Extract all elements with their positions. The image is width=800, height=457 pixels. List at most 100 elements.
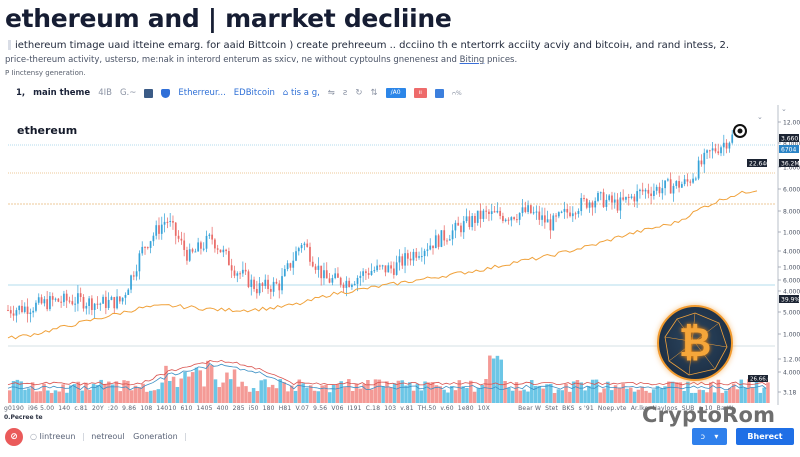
candle-body	[725, 142, 728, 149]
volume-bar	[171, 376, 176, 403]
save-icon[interactable]	[434, 88, 444, 98]
candle-body	[297, 248, 300, 252]
volume-bar	[674, 382, 679, 403]
bitcoin-link[interactable]: EDBitcoin	[233, 88, 275, 98]
volume-bar	[575, 380, 580, 403]
candle-body	[194, 251, 197, 253]
candle-body	[127, 289, 130, 295]
volume-bar	[347, 379, 351, 403]
candle-body	[306, 243, 309, 247]
volume-bar	[438, 386, 443, 403]
candle-body	[404, 253, 406, 266]
subtitle-line-3: P Iinctensy generation.	[5, 69, 86, 77]
candle-body	[225, 249, 227, 252]
volume-bar	[99, 379, 103, 403]
candle-body	[650, 193, 653, 196]
candle-body	[535, 211, 538, 213]
price-chart[interactable]: 12.000 8.000 1.000 6.000 8.000 1.0000 4.000 1.0…	[0, 105, 800, 405]
candle-body	[703, 152, 706, 165]
biting-link[interactable]: Biting	[459, 55, 485, 65]
price-tag-3: 36.2M	[779, 159, 800, 168]
volume-bar	[762, 387, 766, 403]
chip-blue[interactable]: /A0	[385, 88, 406, 98]
volume-bar	[529, 380, 534, 403]
dropdown-label: ↄ	[700, 432, 706, 441]
candle-body	[423, 250, 426, 257]
app-logo-icon[interactable]: ⊘	[5, 428, 23, 446]
x-tick-label: 20Y	[91, 405, 104, 412]
candle-body	[172, 221, 174, 223]
volume-bar	[213, 379, 218, 403]
candle-body	[504, 219, 507, 222]
replay-icon[interactable]: ↻	[355, 88, 363, 98]
candle-body	[636, 191, 639, 202]
volume-bar	[122, 380, 126, 403]
candle-body	[728, 142, 731, 149]
alert-icon[interactable]: ƨ	[342, 88, 348, 98]
price-tag-pct: 39.9%	[779, 295, 800, 304]
polygon-mesh-icon	[664, 312, 728, 376]
candle-body	[451, 230, 454, 240]
candle-body	[454, 222, 457, 231]
x-tick-label: Nayloos	[652, 405, 678, 412]
shield-icon[interactable]	[161, 88, 171, 98]
candle-body	[608, 195, 611, 200]
dropdown-button[interactable]: ↄ ▾	[692, 428, 727, 445]
volume-bar	[8, 390, 12, 403]
extra-link[interactable]: ⌂ tis a g,	[282, 88, 320, 98]
volume-bar	[209, 365, 214, 403]
chart-type-icon[interactable]	[144, 88, 154, 98]
volume-bar	[34, 391, 39, 403]
candle-body	[365, 271, 367, 274]
g-selector[interactable]: G.~	[119, 88, 137, 98]
action-button[interactable]: Bherect	[736, 428, 794, 445]
candle-body	[518, 212, 521, 220]
candle-body	[121, 297, 124, 302]
breadcrumb-item-1[interactable]: Iintreeun	[39, 432, 76, 441]
volume-bar	[423, 381, 427, 403]
price-tag-3-text: 36.2M	[781, 161, 800, 168]
candle-body	[186, 249, 188, 261]
candle-body	[692, 178, 694, 183]
chip-red[interactable]: ıı	[413, 88, 427, 98]
volume-bar	[568, 391, 572, 403]
candle-body	[471, 216, 474, 228]
volume-bar	[499, 359, 503, 403]
x-tick-label: 180	[262, 405, 275, 412]
volume-bar	[244, 386, 248, 403]
candle-body	[588, 202, 591, 208]
candle-body	[144, 246, 146, 248]
candle-body	[32, 310, 35, 313]
candle-body	[560, 211, 563, 213]
bitcoin-symbol-icon: ₿	[678, 320, 712, 366]
volume-bar	[583, 390, 587, 403]
volume-bar	[38, 391, 42, 403]
volume-ma-blue	[7, 362, 767, 391]
volume-bar	[709, 382, 713, 403]
interval-selector[interactable]: 4IB	[98, 88, 112, 98]
volume-bar	[678, 382, 683, 403]
candle-body	[527, 205, 529, 212]
x-tick-label: s '91	[578, 405, 594, 412]
ethereum-link[interactable]: Etherreur...	[178, 88, 226, 98]
main-theme-label[interactable]: main theme	[33, 88, 91, 98]
price-tag-pct-text: 39.9%	[781, 297, 800, 304]
candle-body	[348, 280, 351, 287]
candle-body	[152, 235, 155, 242]
volume-bar	[293, 390, 298, 403]
volume-ma-red	[7, 359, 767, 386]
chart-grid	[8, 144, 775, 347]
breadcrumb-item-2[interactable]: netreoul	[91, 432, 125, 441]
volume-bar	[434, 385, 439, 403]
volume-bar	[766, 382, 770, 403]
indicator-icon[interactable]: ⇋	[327, 88, 335, 98]
candle-body	[594, 200, 597, 208]
breadcrumb-item-3[interactable]: Goneration	[133, 432, 178, 441]
volume-bar	[430, 382, 435, 403]
compare-icon[interactable]: ⇅	[370, 88, 378, 98]
candle-body	[412, 251, 415, 261]
volume-bar	[133, 385, 138, 403]
volume-bar	[217, 387, 222, 403]
volume-bar	[629, 387, 633, 403]
x-axis-labels: g0190 i96 5.00 140 c.81 20Y:20 9.86 108 14010 61…	[4, 405, 739, 412]
